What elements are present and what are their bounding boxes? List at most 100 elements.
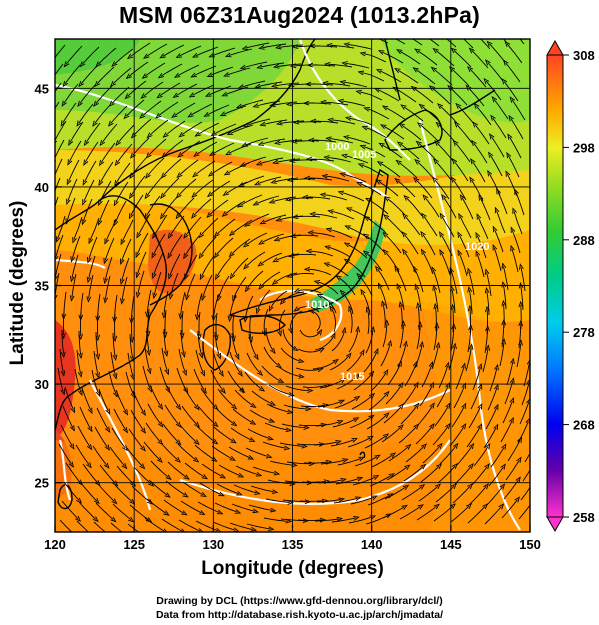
streamline-arrowhead: [484, 268, 490, 275]
x-tick-label: 120: [44, 537, 66, 552]
streamline: [403, 106, 424, 122]
streamline: [488, 173, 501, 196]
streamline: [101, 123, 118, 144]
streamline-arrowhead: [345, 352, 352, 359]
streamline-arrowhead: [237, 182, 245, 187]
streamline: [100, 142, 116, 163]
x-tick-label: 130: [202, 537, 224, 552]
streamline-arrowhead: [498, 503, 505, 510]
streamline-arrowhead: [372, 475, 380, 480]
streamline: [494, 229, 504, 253]
streamline-arrowhead: [198, 232, 205, 239]
streamline-arrowhead: [156, 92, 163, 99]
streamline-arrowhead: [268, 305, 274, 312]
streamline: [297, 348, 322, 353]
streamline: [328, 246, 351, 258]
streamline-arrowhead: [439, 212, 445, 220]
streamline-arrowhead: [95, 353, 101, 361]
streamline-arrowhead: [483, 483, 489, 490]
streamline: [422, 234, 436, 256]
lat-lon-grid: [55, 39, 530, 532]
streamline-arrowhead: [178, 131, 185, 138]
streamline: [378, 39, 389, 44]
streamline-arrowhead: [493, 403, 499, 411]
streamline-arrowhead: [160, 213, 166, 220]
streamline: [331, 308, 336, 333]
x-tick-label: 145: [440, 537, 462, 552]
streamline-arrowhead: [145, 535, 150, 539]
streamline: [98, 199, 110, 223]
streamline-arrowhead: [501, 443, 507, 450]
streamline-arrowhead: [308, 43, 316, 49]
streamline: [178, 348, 186, 373]
streamline: [197, 330, 202, 355]
streamline-arrowhead: [384, 195, 391, 202]
streamline-arrowhead: [55, 256, 59, 262]
streamline: [493, 247, 502, 272]
streamline: [177, 64, 200, 77]
streamline-arrowhead: [98, 159, 105, 167]
streamline-arrowhead: [157, 403, 164, 411]
streamline: [55, 196, 59, 208]
streamline-arrowhead: [226, 130, 234, 135]
streamline-arrowhead: [301, 194, 309, 200]
streamline-arrowhead: [380, 124, 387, 130]
streamline-arrowhead: [152, 292, 158, 300]
streamline: [179, 159, 199, 176]
streamline-arrowhead: [396, 141, 404, 147]
streamline-arrowhead: [123, 409, 128, 416]
streamline-arrowhead: [234, 353, 240, 361]
streamline-arrowhead: [254, 490, 261, 495]
streamline: [384, 486, 407, 500]
streamline-arrowhead: [243, 221, 251, 227]
streamline: [415, 179, 433, 199]
streamline: [417, 405, 433, 426]
streamline: [334, 397, 358, 409]
streamline: [404, 251, 417, 274]
streamline: [223, 105, 247, 115]
streamline: [224, 200, 246, 215]
streamline-arrowhead: [362, 250, 370, 257]
streamline: [317, 400, 342, 408]
streamline: [278, 366, 301, 378]
streamline-arrowhead: [175, 53, 182, 59]
streamline-arrowhead: [271, 489, 279, 494]
streamline-arrowhead: [290, 138, 298, 144]
streamline: [309, 250, 334, 257]
streamline-arrowhead: [466, 503, 472, 510]
streamline: [80, 482, 98, 502]
streamline-arrowhead: [87, 425, 93, 433]
streamline: [348, 329, 359, 353]
streamline: [114, 484, 133, 503]
streamline: [509, 136, 522, 159]
streamline-arrowhead: [228, 251, 235, 258]
streamline-arrowhead: [87, 407, 93, 415]
streamline-arrowhead: [126, 53, 134, 60]
streamline-arrowhead: [465, 84, 472, 91]
streamline: [331, 119, 356, 125]
streamline: [441, 216, 455, 238]
streamline: [160, 442, 179, 461]
streamline-arrowhead: [156, 457, 163, 463]
streamline-arrowhead: [46, 100, 50, 105]
streamline-arrowhead: [363, 107, 370, 112]
streamline-arrowhead: [428, 85, 436, 92]
streamline: [112, 503, 132, 521]
streamline: [200, 387, 216, 408]
streamline-arrowhead: [218, 370, 224, 378]
streamline: [130, 175, 146, 196]
streamline: [335, 477, 360, 485]
streamline-arrowhead: [224, 52, 232, 58]
streamline-arrowhead: [492, 225, 498, 233]
streamline: [184, 462, 205, 478]
streamline-arrowhead: [69, 275, 75, 283]
streamline: [55, 234, 64, 258]
streamline-arrowhead: [500, 463, 506, 470]
streamline: [117, 124, 135, 144]
streamline: [364, 435, 386, 449]
streamline: [519, 401, 530, 425]
streamline-arrowhead: [382, 248, 389, 256]
streamline-arrowhead: [270, 179, 277, 184]
streamline-arrowhead: [250, 402, 257, 409]
streamline: [487, 62, 504, 82]
